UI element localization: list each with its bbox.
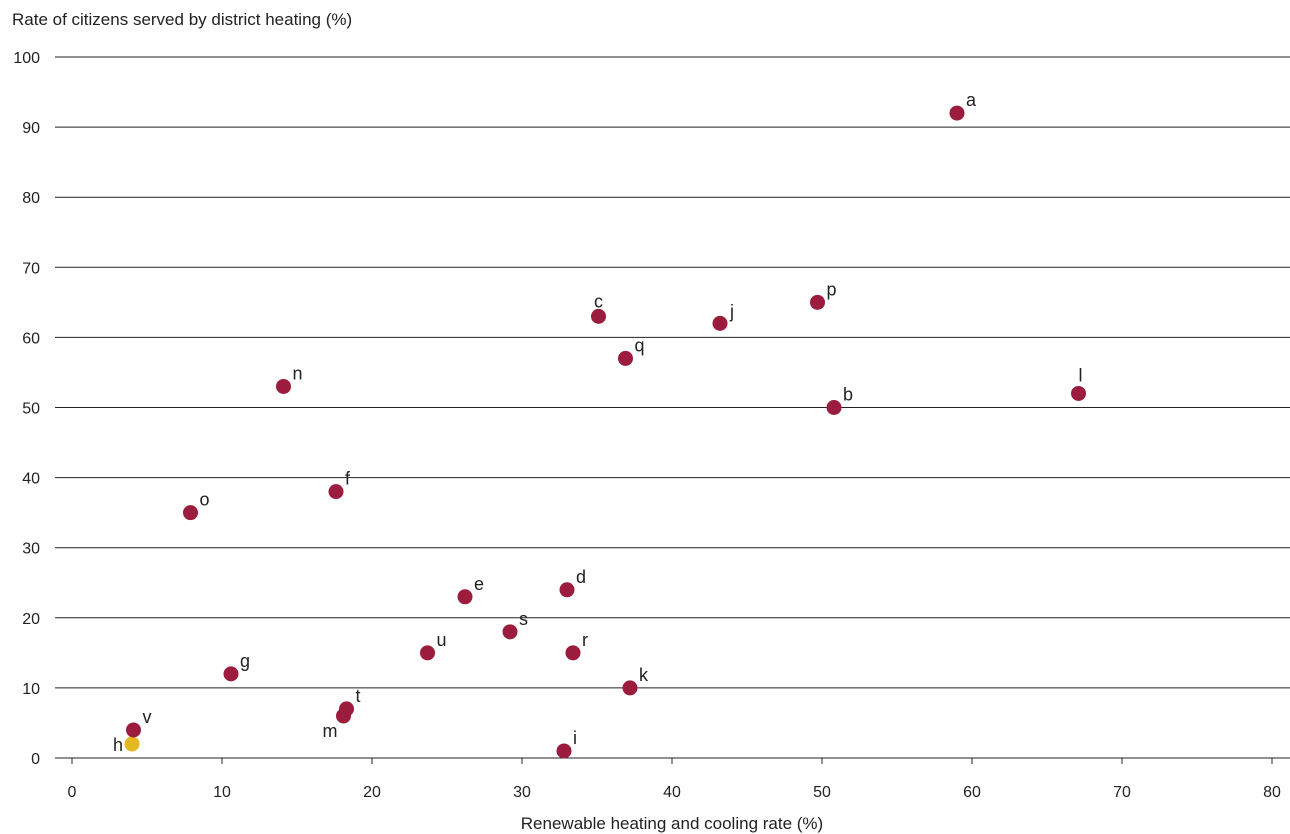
x-tick-label: 20 bbox=[363, 784, 381, 801]
point-label-p: p bbox=[827, 279, 837, 299]
x-tick-label: 60 bbox=[963, 784, 981, 801]
y-tick-label: 50 bbox=[22, 401, 40, 418]
x-tick-label: 30 bbox=[513, 784, 531, 801]
y-axis-tick-labels: 0 10 20 30 40 50 60 70 80 90 100 bbox=[13, 50, 40, 768]
point-label-b: b bbox=[843, 385, 853, 405]
data-points bbox=[124, 105, 1086, 759]
data-point-v bbox=[126, 722, 141, 738]
data-point-b bbox=[826, 400, 842, 415]
x-tick-label: 50 bbox=[813, 784, 831, 801]
y-tick-label: 0 bbox=[31, 751, 40, 768]
data-point-a bbox=[949, 105, 965, 121]
point-label-j: j bbox=[729, 301, 734, 321]
point-label-i: i bbox=[573, 728, 577, 748]
x-tick-label: 10 bbox=[213, 784, 231, 801]
x-tick-label: 40 bbox=[663, 784, 681, 801]
data-point-t bbox=[339, 701, 354, 717]
point-label-o: o bbox=[200, 490, 210, 510]
y-tick-label: 20 bbox=[22, 611, 40, 628]
point-label-l: l bbox=[1079, 365, 1083, 385]
point-label-h: h bbox=[113, 735, 123, 755]
gridlines bbox=[55, 56, 1290, 764]
point-label-a: a bbox=[966, 90, 977, 110]
data-point-c bbox=[591, 308, 606, 324]
data-point-p bbox=[810, 294, 825, 310]
data-point-o bbox=[183, 505, 198, 521]
point-label-d: d bbox=[576, 567, 586, 587]
point-label-m: m bbox=[323, 721, 338, 741]
y-tick-label: 40 bbox=[22, 471, 40, 488]
point-label-f: f bbox=[345, 469, 351, 489]
data-point-l bbox=[1071, 385, 1086, 401]
point-label-t: t bbox=[356, 686, 361, 706]
data-point-q bbox=[618, 350, 633, 366]
data-point-i bbox=[556, 743, 572, 759]
y-tick-label: 30 bbox=[22, 541, 40, 558]
point-label-q: q bbox=[635, 335, 645, 355]
data-point-d bbox=[559, 582, 575, 598]
y-axis-label: Rate of citizens served by district heat… bbox=[12, 10, 352, 29]
data-point-f bbox=[328, 484, 344, 500]
y-tick-label: 10 bbox=[22, 681, 40, 698]
point-labels: a b c d e f g h i j k l m n o p q r s t u v bbox=[113, 90, 1083, 755]
y-tick-label: 100 bbox=[13, 50, 40, 67]
point-label-s: s bbox=[519, 609, 528, 629]
data-point-u bbox=[420, 645, 435, 661]
point-label-c: c bbox=[594, 291, 603, 311]
point-label-k: k bbox=[639, 665, 649, 685]
data-point-s bbox=[502, 624, 518, 640]
point-label-u: u bbox=[437, 630, 447, 650]
x-tick-label: 80 bbox=[1263, 784, 1281, 801]
x-axis-tick-labels: 0 10 20 30 40 50 60 70 80 bbox=[68, 784, 1281, 801]
point-label-r: r bbox=[582, 630, 588, 650]
x-axis-label: Renewable heating and cooling rate (%) bbox=[521, 814, 823, 833]
x-tick-label: 0 bbox=[68, 784, 77, 801]
data-point-j bbox=[712, 315, 728, 331]
y-tick-label: 80 bbox=[22, 190, 40, 207]
point-label-v: v bbox=[143, 707, 152, 727]
point-label-g: g bbox=[240, 651, 250, 671]
x-tick-label: 70 bbox=[1113, 784, 1131, 801]
data-point-n bbox=[276, 378, 291, 394]
y-tick-label: 90 bbox=[22, 120, 40, 137]
data-point-h bbox=[124, 736, 140, 752]
point-label-n: n bbox=[293, 363, 303, 383]
y-tick-label: 60 bbox=[22, 330, 40, 347]
data-point-k bbox=[622, 680, 638, 696]
data-point-r bbox=[565, 645, 581, 661]
y-tick-label: 70 bbox=[22, 260, 40, 277]
data-point-g bbox=[223, 666, 239, 682]
point-label-e: e bbox=[474, 574, 484, 594]
data-point-e bbox=[457, 589, 473, 605]
